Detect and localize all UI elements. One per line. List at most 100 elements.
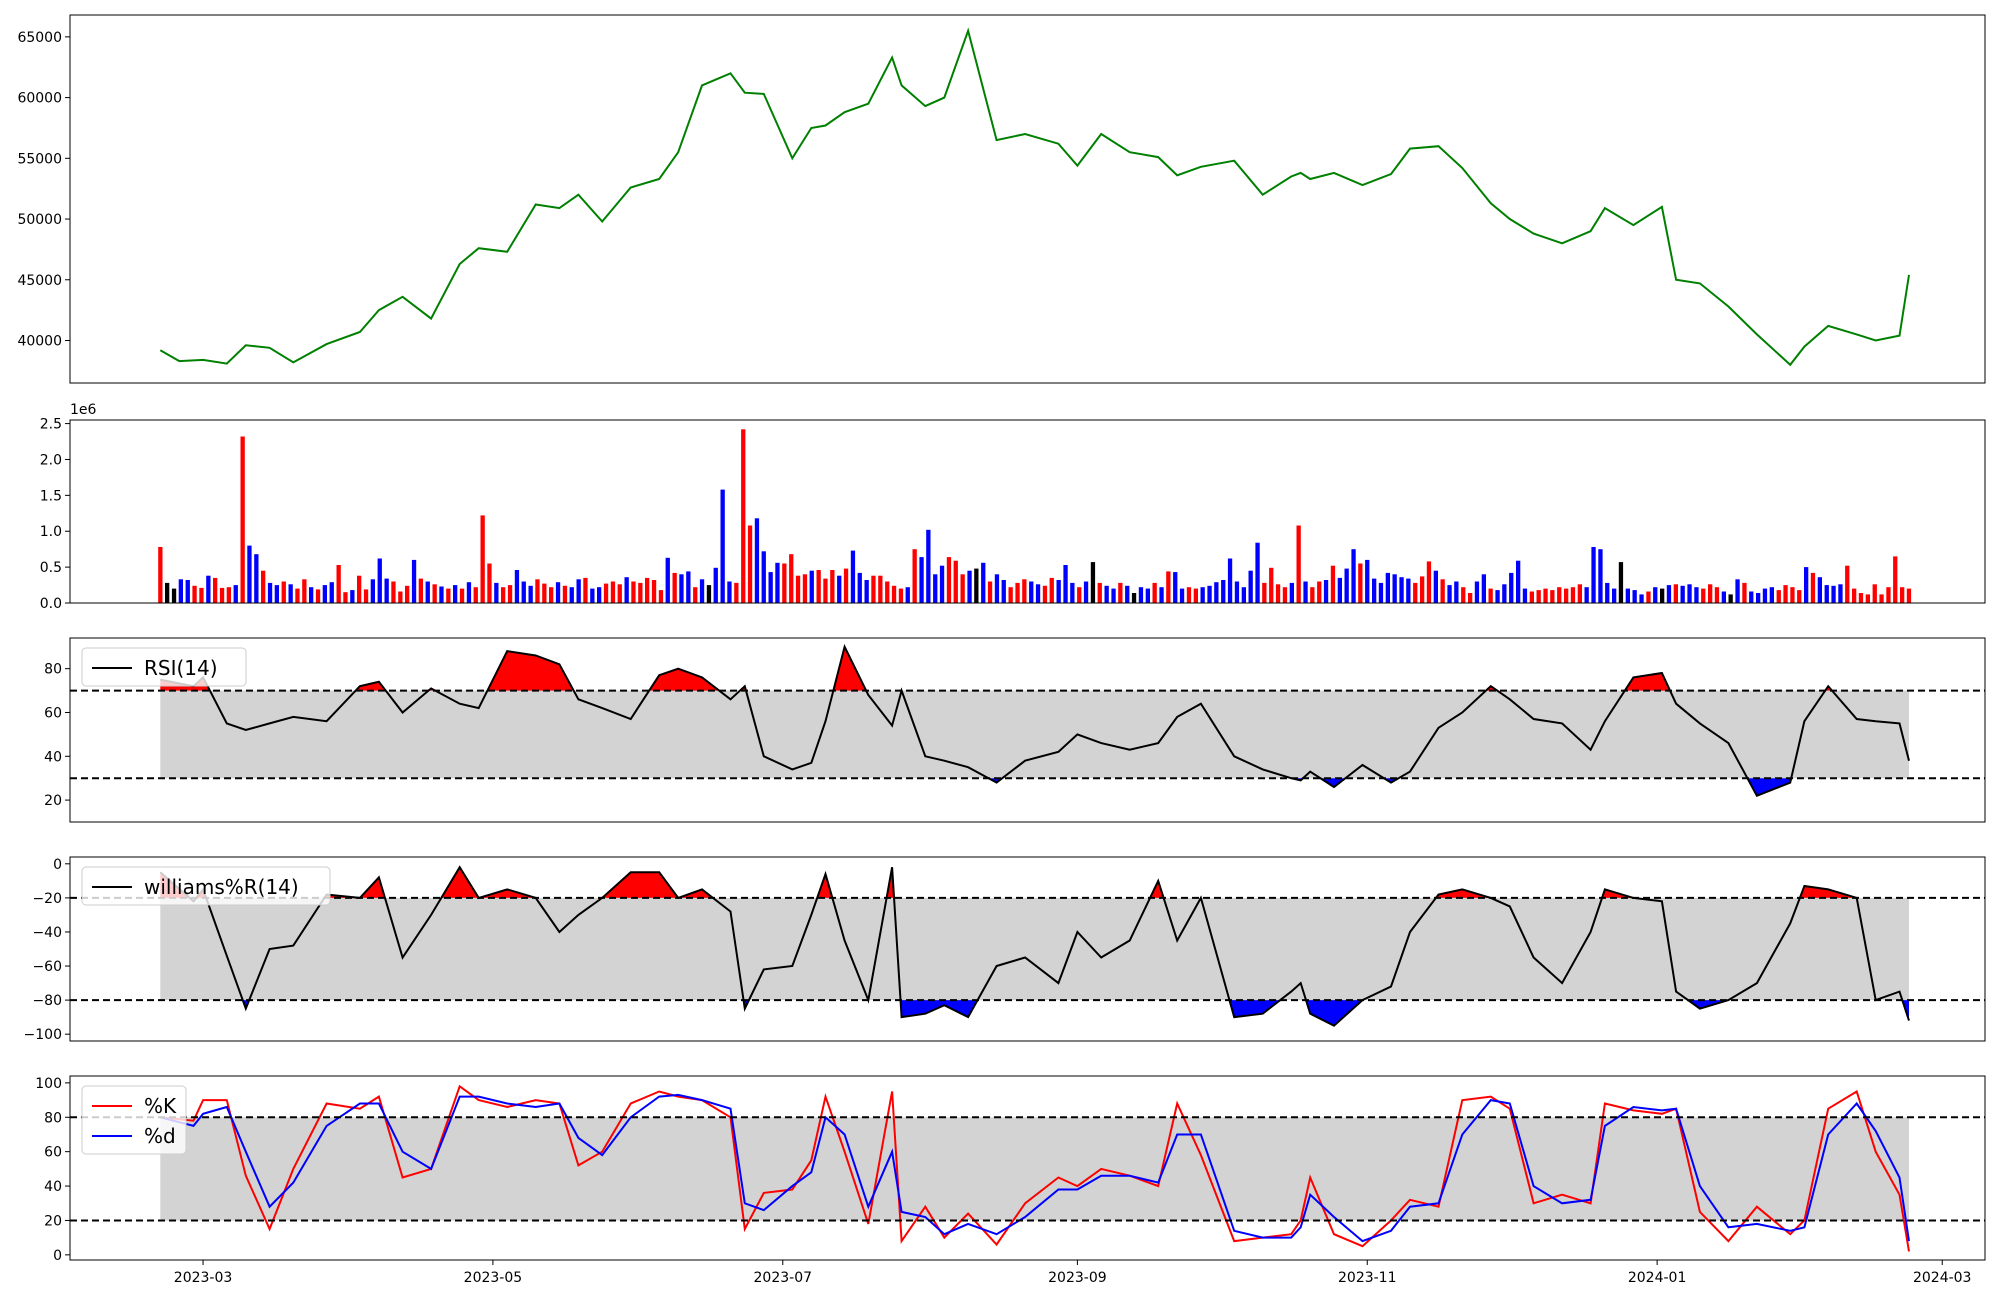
legend-box <box>81 647 247 687</box>
volume-bar <box>1372 578 1377 603</box>
y-tick-label: 1.0 <box>40 524 62 540</box>
volume-bar <box>850 550 856 603</box>
volume-bar <box>274 585 279 603</box>
volume-bar <box>1454 581 1459 603</box>
volume-bar <box>1550 590 1555 603</box>
volume-bar <box>864 580 869 603</box>
volume-bar <box>521 581 526 603</box>
volume-bar <box>939 565 945 603</box>
y-tick-label: 60 <box>44 705 62 721</box>
volume-bar <box>459 588 465 603</box>
volume-bar <box>1646 591 1651 603</box>
volume-bar <box>830 570 835 603</box>
oversold-fill <box>900 1000 978 1018</box>
volume-bar <box>391 581 396 603</box>
volume-bar <box>446 588 451 603</box>
volume-bar <box>789 554 794 603</box>
volume-bar <box>1557 587 1562 603</box>
volume-bar <box>713 567 718 603</box>
volume-bar <box>425 581 430 603</box>
volume-bar <box>981 562 986 603</box>
volume-bar <box>590 588 595 603</box>
volume-bar <box>569 587 574 603</box>
volume-bar <box>171 588 177 603</box>
volume-bar <box>967 570 972 603</box>
volume-bar <box>720 489 725 603</box>
volume-bar <box>1790 587 1795 603</box>
volume-bar <box>1323 580 1329 603</box>
volume-bar <box>638 582 643 603</box>
volume-bar <box>1461 587 1466 603</box>
volume-bar <box>1536 590 1541 603</box>
volume-bar <box>1824 585 1829 603</box>
volume-bar <box>1186 587 1192 603</box>
volume-bar <box>912 549 917 603</box>
legend-box <box>81 866 331 906</box>
volume-bar <box>1413 582 1418 603</box>
volume-bar <box>1879 594 1884 603</box>
volume-bar <box>514 570 520 603</box>
volume-bar <box>1673 584 1678 603</box>
volume-bar <box>1612 588 1617 603</box>
volume-bar <box>1653 587 1658 603</box>
volume-bar <box>631 581 636 603</box>
volume-bar <box>1042 585 1048 603</box>
y-tick-label: 60 <box>44 1145 62 1161</box>
series-line-1 <box>160 643 1910 797</box>
volume-bar <box>1858 593 1864 603</box>
y-tick-label: 1.5 <box>40 488 62 504</box>
volume-bar <box>734 582 739 603</box>
y-tick-label: 0.5 <box>40 560 62 576</box>
volume-bar <box>1248 570 1253 603</box>
volume-bar <box>1522 588 1528 603</box>
volume-bar <box>1735 579 1740 603</box>
overbought-fill <box>1799 886 1857 898</box>
volume-bar <box>199 587 204 603</box>
volume-bar <box>1159 587 1164 603</box>
overbought-fill <box>1150 880 1164 898</box>
volume-bar <box>254 554 259 603</box>
volume-bar <box>919 557 924 603</box>
volume-bar <box>1063 565 1068 603</box>
volume-bar <box>1749 591 1754 603</box>
volume-bar <box>213 577 218 603</box>
volume-bar <box>1179 588 1185 603</box>
volume-bar <box>878 575 883 603</box>
volume-bar <box>1797 590 1802 603</box>
volume-bar <box>1125 585 1130 603</box>
volume-bar <box>494 582 499 603</box>
x-tick-label: 2024-03 <box>1913 1270 1972 1286</box>
volume-bar <box>1481 574 1486 603</box>
volume-bar <box>1193 588 1198 603</box>
volume-bar <box>1282 587 1288 603</box>
x-tick-label: 2023-11 <box>1338 1270 1397 1286</box>
volume-bar <box>562 585 568 603</box>
y-tick-label: 0.0 <box>40 596 62 612</box>
volume-bar <box>192 585 197 603</box>
y-tick-label: −20 <box>32 891 62 907</box>
y-tick-label: 55000 <box>17 151 62 167</box>
volume-bar <box>1516 560 1521 603</box>
volume-bar <box>994 574 1000 603</box>
volume-bar <box>1378 582 1384 603</box>
volume-bar <box>1131 593 1137 603</box>
volume-bar <box>727 581 732 603</box>
y-tick-label: 45000 <box>17 273 62 289</box>
volume-bar <box>926 529 931 603</box>
volume-bar <box>816 570 821 603</box>
volume-bar <box>1742 582 1747 603</box>
volume-bar <box>706 585 712 603</box>
volume-bar <box>953 560 958 603</box>
volume-bar <box>206 575 211 603</box>
volume-bar <box>741 429 746 603</box>
axes-frame <box>69 637 1986 823</box>
volume-bar <box>775 562 780 603</box>
y-tick-label: 40000 <box>17 333 62 349</box>
volume-bar <box>1543 588 1548 603</box>
volume-bar <box>1906 588 1912 603</box>
volume-bar <box>1838 584 1843 603</box>
y-tick-label: 40 <box>44 1179 62 1195</box>
volume-bar <box>219 587 225 603</box>
neutral-band <box>160 690 1909 779</box>
volume-bar <box>247 545 252 603</box>
